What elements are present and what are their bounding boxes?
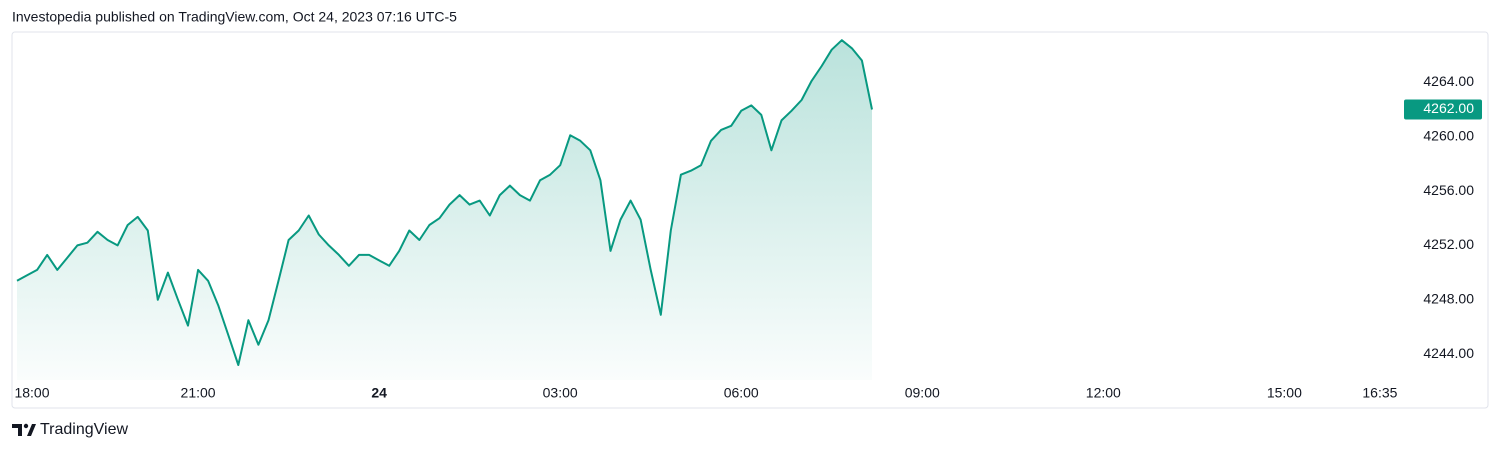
last-price-box (1404, 99, 1482, 120)
y-tick-label: 4244.00 (1423, 345, 1474, 361)
price-line (16, 39, 873, 366)
x-tick-label: 03:00 (543, 385, 578, 401)
y-tick-label: 4264.00 (1423, 73, 1474, 89)
x-tick-label: 24 (371, 385, 387, 401)
header: Investopedia published on TradingView.co… (12, 9, 457, 25)
x-tick-label: 15:00 (1267, 385, 1302, 401)
x-tick-label: 09:00 (905, 385, 940, 401)
logo (12, 423, 36, 436)
x-tick-label: 06:00 (724, 385, 759, 401)
area-fill (17, 40, 872, 380)
x-tick-label: 12:00 (1086, 385, 1121, 401)
y-tick-label: 4260.00 (1423, 127, 1474, 143)
x-tick-label: 16:35 (1362, 385, 1397, 401)
y-tick-label: 4248.00 (1423, 291, 1474, 307)
x-tick-label: 18:00 (14, 385, 49, 401)
last-price-label: 4262.00 (1423, 100, 1474, 116)
x-tick-label: 21:00 (181, 385, 216, 401)
footer: TradingView (40, 421, 128, 438)
chart-frame (11, 31, 1489, 409)
y-tick-label: 4252.00 (1423, 236, 1474, 252)
y-tick-label: 4256.00 (1423, 182, 1474, 198)
